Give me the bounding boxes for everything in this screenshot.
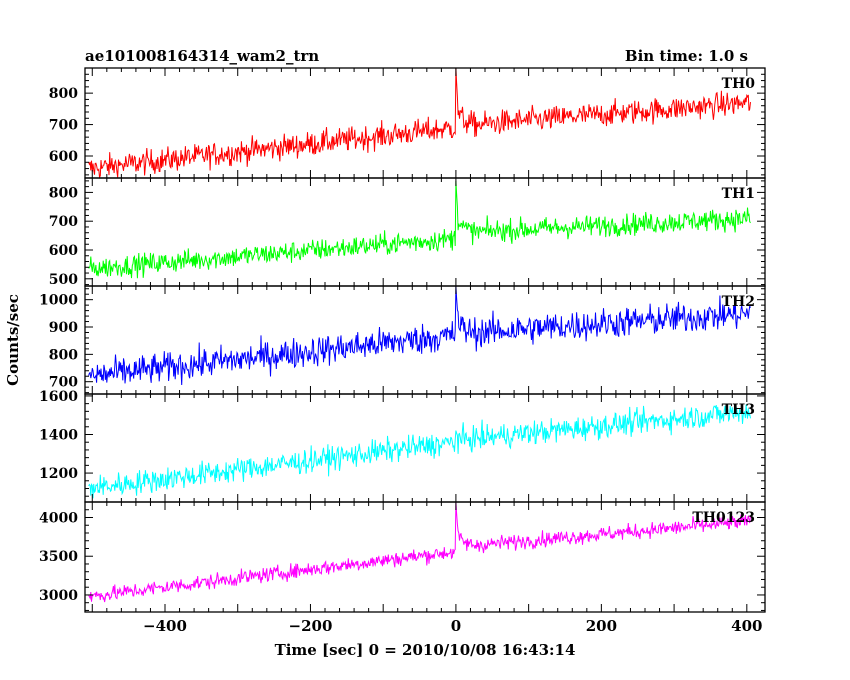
y-tick-label: 700 [49,118,78,134]
panel-label: TH0123 [692,510,755,526]
bin-time-label: Bin time: 1.0 s [625,47,748,65]
series-th0123 [88,502,751,603]
y-tick-label: 500 [49,272,78,288]
y-axis-label: Counts/sec [4,294,22,386]
series-th1 [88,180,751,279]
y-tick-label: 1200 [39,466,78,482]
y-tick-label: 1400 [39,428,78,444]
panel-frame [84,67,766,179]
panel-label: TH2 [722,294,755,310]
x-tick-label: 200 [586,617,617,635]
series-th3 [88,404,751,499]
x-axis-label: Time [sec] 0 = 2010/10/08 16:43:14 [275,641,576,659]
panel-label: TH0 [722,76,756,92]
y-tick-label: 700 [49,375,78,391]
y-tick-label: 3500 [39,549,78,565]
x-tick-label: 0 [451,617,461,635]
series-th0 [88,68,751,180]
y-tick-label: 4000 [39,510,78,526]
panel-label: TH3 [722,402,755,418]
y-tick-label: 1600 [39,389,78,405]
series-th2 [88,286,751,386]
panel-th0: 600 700 800 TH0 [49,67,766,180]
panels-group: 600 700 800 TH0 500 600 700 800 TH1 700 800 900 1000… [39,67,766,613]
panel-frame [84,501,766,613]
y-tick-label: 700 [49,214,78,230]
panel-th3: 1200 1400 1600 TH3 [39,389,766,503]
y-tick-label: 800 [49,347,78,363]
x-tick-label: −200 [289,617,333,635]
panel-label: TH1 [722,186,755,202]
x-tick-label: −400 [143,617,187,635]
y-tick-label: 600 [49,149,78,165]
panel-th2: 700 800 900 1000 TH2 [39,285,766,395]
y-tick-label: 800 [49,86,78,102]
y-tick-label: 1000 [39,293,78,309]
y-tick-label: 3000 [39,588,78,604]
panel-th0123: 3000 3500 4000 TH0123 [39,501,766,613]
y-tick-label: 800 [49,185,78,201]
y-tick-label: 600 [49,243,78,259]
y-tick-label: 900 [49,320,78,336]
x-tick-label: 400 [731,617,762,635]
panel-th1: 500 600 700 800 TH1 [49,177,766,288]
source-title: ae101008164314_wam2_trn [85,47,319,65]
x-axis: −400 −200 0 200 400 [143,617,762,635]
